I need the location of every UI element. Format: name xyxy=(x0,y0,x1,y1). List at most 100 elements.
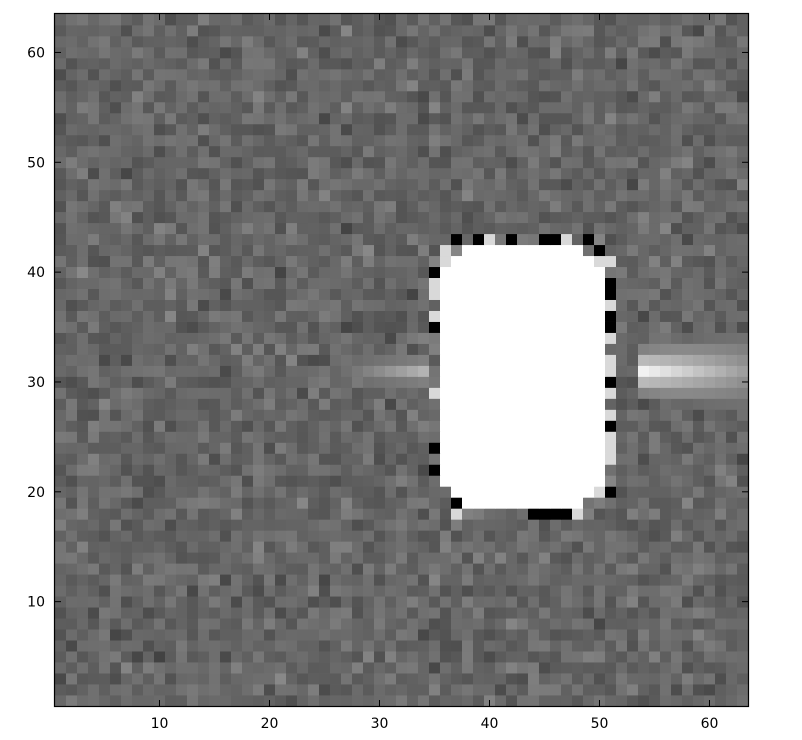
heatmap-cell xyxy=(407,409,419,421)
heatmap-cell xyxy=(440,431,452,443)
heatmap-cell xyxy=(297,189,309,202)
heatmap-cell xyxy=(297,288,309,300)
heatmap-cell xyxy=(550,398,562,410)
heatmap-cell xyxy=(231,123,243,136)
heatmap-cell xyxy=(88,453,100,465)
heatmap-cell xyxy=(726,46,738,59)
heatmap-cell xyxy=(693,90,705,103)
heatmap-cell xyxy=(88,574,100,586)
heatmap-cell xyxy=(561,310,573,322)
heatmap-cell xyxy=(121,442,133,454)
heatmap-cell xyxy=(726,156,738,169)
heatmap-cell xyxy=(121,123,133,136)
heatmap-cell xyxy=(374,585,386,597)
heatmap-cell xyxy=(319,453,331,465)
heatmap-cell xyxy=(143,90,155,103)
heatmap-cell xyxy=(594,310,606,322)
heatmap-cell xyxy=(649,178,661,191)
heatmap-cell xyxy=(473,420,485,432)
heatmap-cell xyxy=(363,233,375,246)
heatmap-cell xyxy=(154,134,166,147)
heatmap-cell xyxy=(132,607,144,619)
heatmap-cell xyxy=(715,189,727,202)
heatmap-cell xyxy=(176,519,188,531)
heatmap-cell xyxy=(506,222,518,235)
heatmap-cell xyxy=(275,376,287,388)
heatmap-cell xyxy=(737,387,749,399)
heatmap-cell xyxy=(572,332,584,344)
heatmap-cell xyxy=(220,618,232,630)
heatmap-cell xyxy=(561,442,573,454)
heatmap-cell xyxy=(550,255,562,268)
heatmap-cell xyxy=(627,552,639,564)
heatmap-cell xyxy=(561,222,573,235)
heatmap-cell xyxy=(110,442,122,454)
heatmap-cell xyxy=(231,640,243,652)
heatmap-cell xyxy=(660,167,672,180)
heatmap-cell xyxy=(132,46,144,59)
heatmap-cell xyxy=(363,574,375,586)
heatmap-cell xyxy=(264,68,276,81)
heatmap-cell xyxy=(330,156,342,169)
heatmap-cell xyxy=(99,398,111,410)
heatmap-cell xyxy=(220,321,232,333)
heatmap-cell xyxy=(572,596,584,608)
heatmap-cell xyxy=(154,112,166,125)
heatmap-cell xyxy=(726,134,738,147)
heatmap-cell xyxy=(440,651,452,663)
heatmap-cell xyxy=(242,35,254,48)
heatmap-cell xyxy=(176,695,188,707)
heatmap-cell xyxy=(352,90,364,103)
heatmap-cell xyxy=(561,244,573,257)
heatmap-cell xyxy=(451,167,463,180)
heatmap-cell xyxy=(143,640,155,652)
heatmap-cell xyxy=(231,607,243,619)
heatmap-cell xyxy=(55,167,67,180)
heatmap-cell xyxy=(275,596,287,608)
heatmap-cell xyxy=(341,431,353,443)
heatmap-cell xyxy=(649,475,661,487)
heatmap-cell xyxy=(561,123,573,136)
heatmap-cell xyxy=(715,101,727,114)
heatmap-cell xyxy=(176,244,188,257)
heatmap-cell xyxy=(253,288,265,300)
heatmap-cell xyxy=(99,57,111,70)
heatmap-cell xyxy=(363,640,375,652)
heatmap-cell xyxy=(374,255,386,268)
heatmap-cell xyxy=(132,134,144,147)
heatmap-cell xyxy=(550,387,562,399)
heatmap-cell xyxy=(506,255,518,268)
heatmap-cell xyxy=(704,376,716,388)
heatmap-cell xyxy=(407,420,419,432)
heatmap-cell xyxy=(572,651,584,663)
heatmap-cell xyxy=(308,244,320,257)
heatmap-cell xyxy=(429,90,441,103)
heatmap-cell xyxy=(110,156,122,169)
heatmap-cell xyxy=(363,46,375,59)
heatmap-cell xyxy=(561,464,573,476)
heatmap-cell xyxy=(484,475,496,487)
heatmap-cell xyxy=(286,167,298,180)
heatmap-cell xyxy=(330,420,342,432)
heatmap-cell xyxy=(121,233,133,246)
heatmap-cell xyxy=(341,332,353,344)
y-tick-label: 40 xyxy=(27,265,45,281)
heatmap-cell xyxy=(154,24,166,37)
heatmap-cell xyxy=(649,35,661,48)
heatmap-cell xyxy=(407,629,419,641)
heatmap-cell xyxy=(671,618,683,630)
heatmap-cell xyxy=(242,79,254,92)
heatmap-cell xyxy=(682,68,694,81)
heatmap-cell xyxy=(704,398,716,410)
heatmap-cell xyxy=(242,365,254,377)
heatmap-cell xyxy=(308,464,320,476)
heatmap-cell xyxy=(319,14,331,26)
heatmap-cell xyxy=(275,387,287,399)
heatmap-cell xyxy=(187,222,199,235)
heatmap-cell xyxy=(198,398,210,410)
heatmap-cell xyxy=(583,530,595,542)
heatmap-cell xyxy=(275,475,287,487)
heatmap-cell xyxy=(616,409,628,421)
heatmap-cell xyxy=(660,222,672,235)
heatmap-cell xyxy=(352,255,364,268)
